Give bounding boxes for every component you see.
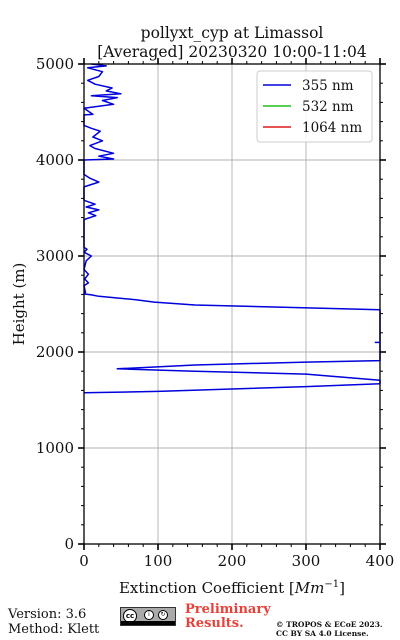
y-tick-label: 2000 (36, 343, 74, 361)
y-tick-label: 0 (64, 535, 74, 553)
y-axis-label: Height (m) (10, 263, 28, 346)
y-tick-label: 5000 (36, 55, 74, 73)
y-tick-label: 4000 (36, 151, 74, 169)
legend-entry: 532 nm (302, 99, 354, 115)
chart-title-line2: [Averaged] 20230320 10:00-11:04 (97, 43, 367, 61)
preliminary-line1: Preliminary (185, 602, 271, 617)
legend: 355 nm 532 nm 1064 nm (256, 70, 373, 143)
preliminary-notice: Preliminary Results. (185, 603, 271, 631)
legend-entry: 355 nm (302, 78, 354, 94)
x-tick-label: 400 (366, 552, 395, 570)
cc-by-sa-icon: cc i ↻ (120, 607, 176, 626)
copyright-line1: © TROPOS & ECoE 2023. (276, 620, 383, 629)
copyright-notice: © TROPOS & ECoE 2023. CC BY SA 4.0 Licen… (276, 620, 383, 638)
x-tick-label: 300 (292, 552, 321, 570)
y-tick-label: 3000 (36, 247, 74, 265)
data-series (83, 63, 381, 394)
x-tick-label: 100 (144, 552, 173, 570)
x-tick-label: 0 (79, 552, 89, 570)
copyright-line2: CC BY SA 4.0 License. (276, 629, 369, 638)
x-tick-label: 200 (218, 552, 247, 570)
method-text: Method: Klett (8, 622, 100, 637)
legend-entry: 1064 nm (302, 120, 362, 136)
preliminary-line2: Results. (185, 616, 244, 631)
series-line (83, 63, 381, 394)
grid (84, 64, 380, 544)
x-axis-label: Extinction Coefficient [Mm−1] (119, 579, 345, 597)
legend-box (256, 70, 373, 143)
version-text: Version: 3.6 (8, 607, 87, 622)
chart-title-line1: pollyxt_cyp at Limassol (141, 24, 324, 42)
y-tick-label: 1000 (36, 439, 74, 457)
